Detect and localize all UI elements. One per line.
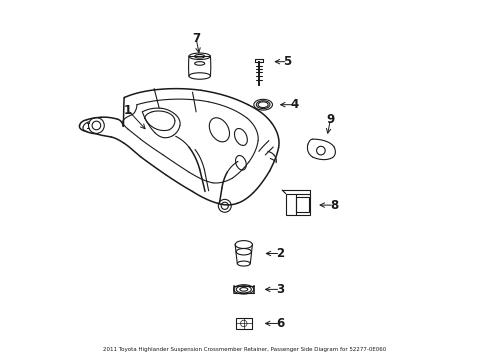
Text: 2: 2 bbox=[276, 247, 284, 260]
Text: 3: 3 bbox=[276, 283, 284, 296]
Text: 5: 5 bbox=[283, 55, 291, 68]
Text: 2011 Toyota Highlander Suspension Crossmember Retainer, Passenger Side Diagram f: 2011 Toyota Highlander Suspension Crossm… bbox=[102, 347, 386, 352]
Text: 9: 9 bbox=[326, 113, 334, 126]
Text: 1: 1 bbox=[123, 104, 132, 117]
Text: 7: 7 bbox=[192, 32, 200, 45]
Text: 6: 6 bbox=[276, 317, 284, 330]
Text: 8: 8 bbox=[329, 199, 338, 212]
Text: 4: 4 bbox=[290, 98, 298, 111]
